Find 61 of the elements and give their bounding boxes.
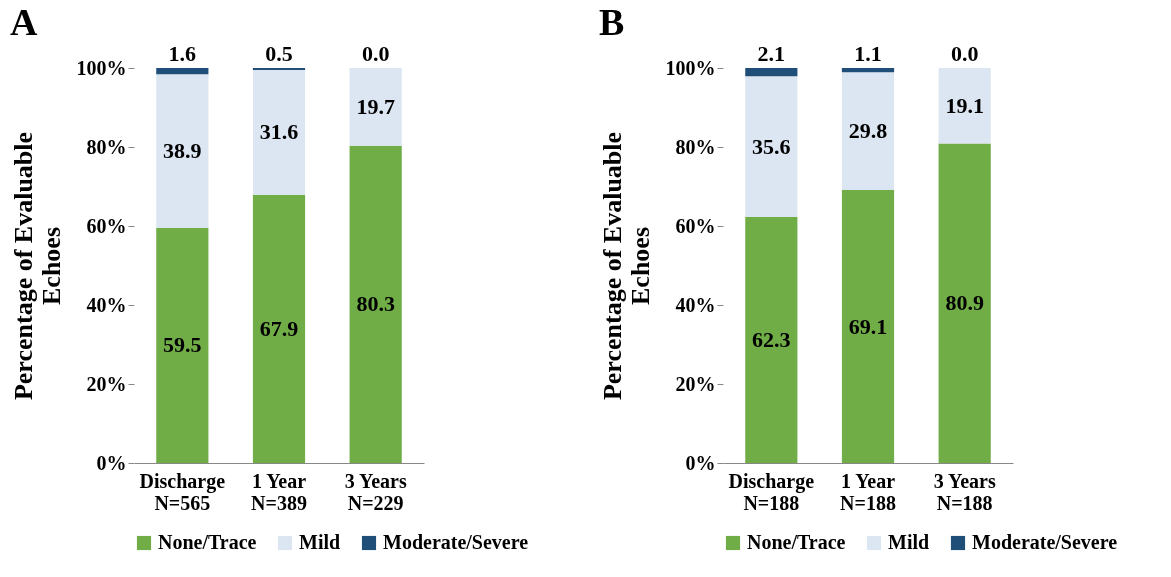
y-tick-label: 20%: [675, 372, 716, 395]
data-label: 62.3: [752, 326, 791, 352]
bar: [745, 216, 798, 463]
y-tick-label: 100%: [665, 56, 716, 79]
y-tick-label: 0%: [96, 451, 127, 474]
bar: [252, 194, 306, 463]
legend-label: Mild: [888, 531, 930, 553]
bar: [841, 72, 895, 191]
data-label: 59.5: [163, 332, 202, 358]
bar: [349, 145, 402, 463]
data-label: 31.6: [259, 119, 299, 145]
bar: [156, 68, 209, 75]
y-tick-label: 100%: [76, 56, 127, 79]
data-label: 19.1: [945, 92, 984, 118]
x-tick-label: 3 Years N=188: [933, 469, 996, 514]
legend-label: None/Trace: [747, 531, 846, 553]
data-label: 1.1: [854, 41, 882, 66]
bar: [349, 68, 402, 146]
y-tick-label: 40%: [675, 293, 716, 316]
bar: [745, 68, 798, 77]
bar: [156, 74, 209, 228]
data-label: 1.6: [168, 41, 197, 66]
data-label: 69.1: [848, 313, 888, 339]
data-label: 19.7: [356, 93, 395, 119]
data-label: 67.9: [259, 315, 299, 341]
bar: [938, 143, 991, 463]
bar: [938, 68, 991, 144]
data-label: 29.8: [848, 118, 888, 144]
data-label: 35.6: [752, 133, 791, 159]
chart-title: A: [10, 1, 38, 43]
data-label: 80.3: [356, 291, 395, 317]
y-axis-title: Percentage of Evaluable Echoes: [597, 131, 655, 401]
data-label: 0.0: [361, 41, 390, 66]
bar: [841, 190, 895, 463]
x-tick-label: Discharge N=565: [139, 469, 226, 514]
x-tick-label: Discharge N=188: [728, 469, 815, 514]
legend-label: Moderate/Severe: [383, 531, 529, 553]
y-tick-label: 60%: [86, 214, 127, 237]
y-axis-title: Percentage of Evaluable Echoes: [8, 131, 66, 401]
bar: [156, 227, 209, 463]
x-tick-label: 1 Year N=188: [840, 469, 896, 514]
legend-label: None/Trace: [158, 531, 257, 553]
bar: [745, 76, 798, 217]
chart-title: B: [599, 1, 625, 43]
data-label: 2.1: [757, 41, 786, 66]
bar: [252, 69, 306, 195]
y-tick-label: 60%: [675, 214, 716, 237]
y-tick-label: 40%: [86, 293, 127, 316]
x-tick-label: 3 Years N=229: [344, 469, 407, 514]
data-label: 80.9: [945, 290, 984, 316]
data-label: 38.9: [163, 138, 202, 164]
legend-label: Moderate/Severe: [972, 531, 1118, 553]
legend-label: Mild: [299, 531, 341, 553]
y-tick-label: 20%: [86, 372, 127, 395]
data-label: 0.5: [265, 41, 293, 66]
y-tick-label: 80%: [86, 135, 127, 158]
x-tick-label: 1 Year N=389: [251, 469, 307, 514]
bar: [841, 68, 895, 73]
y-tick-label: 0%: [685, 451, 716, 474]
data-label: 0.0: [950, 41, 979, 66]
y-tick-label: 80%: [675, 135, 716, 158]
